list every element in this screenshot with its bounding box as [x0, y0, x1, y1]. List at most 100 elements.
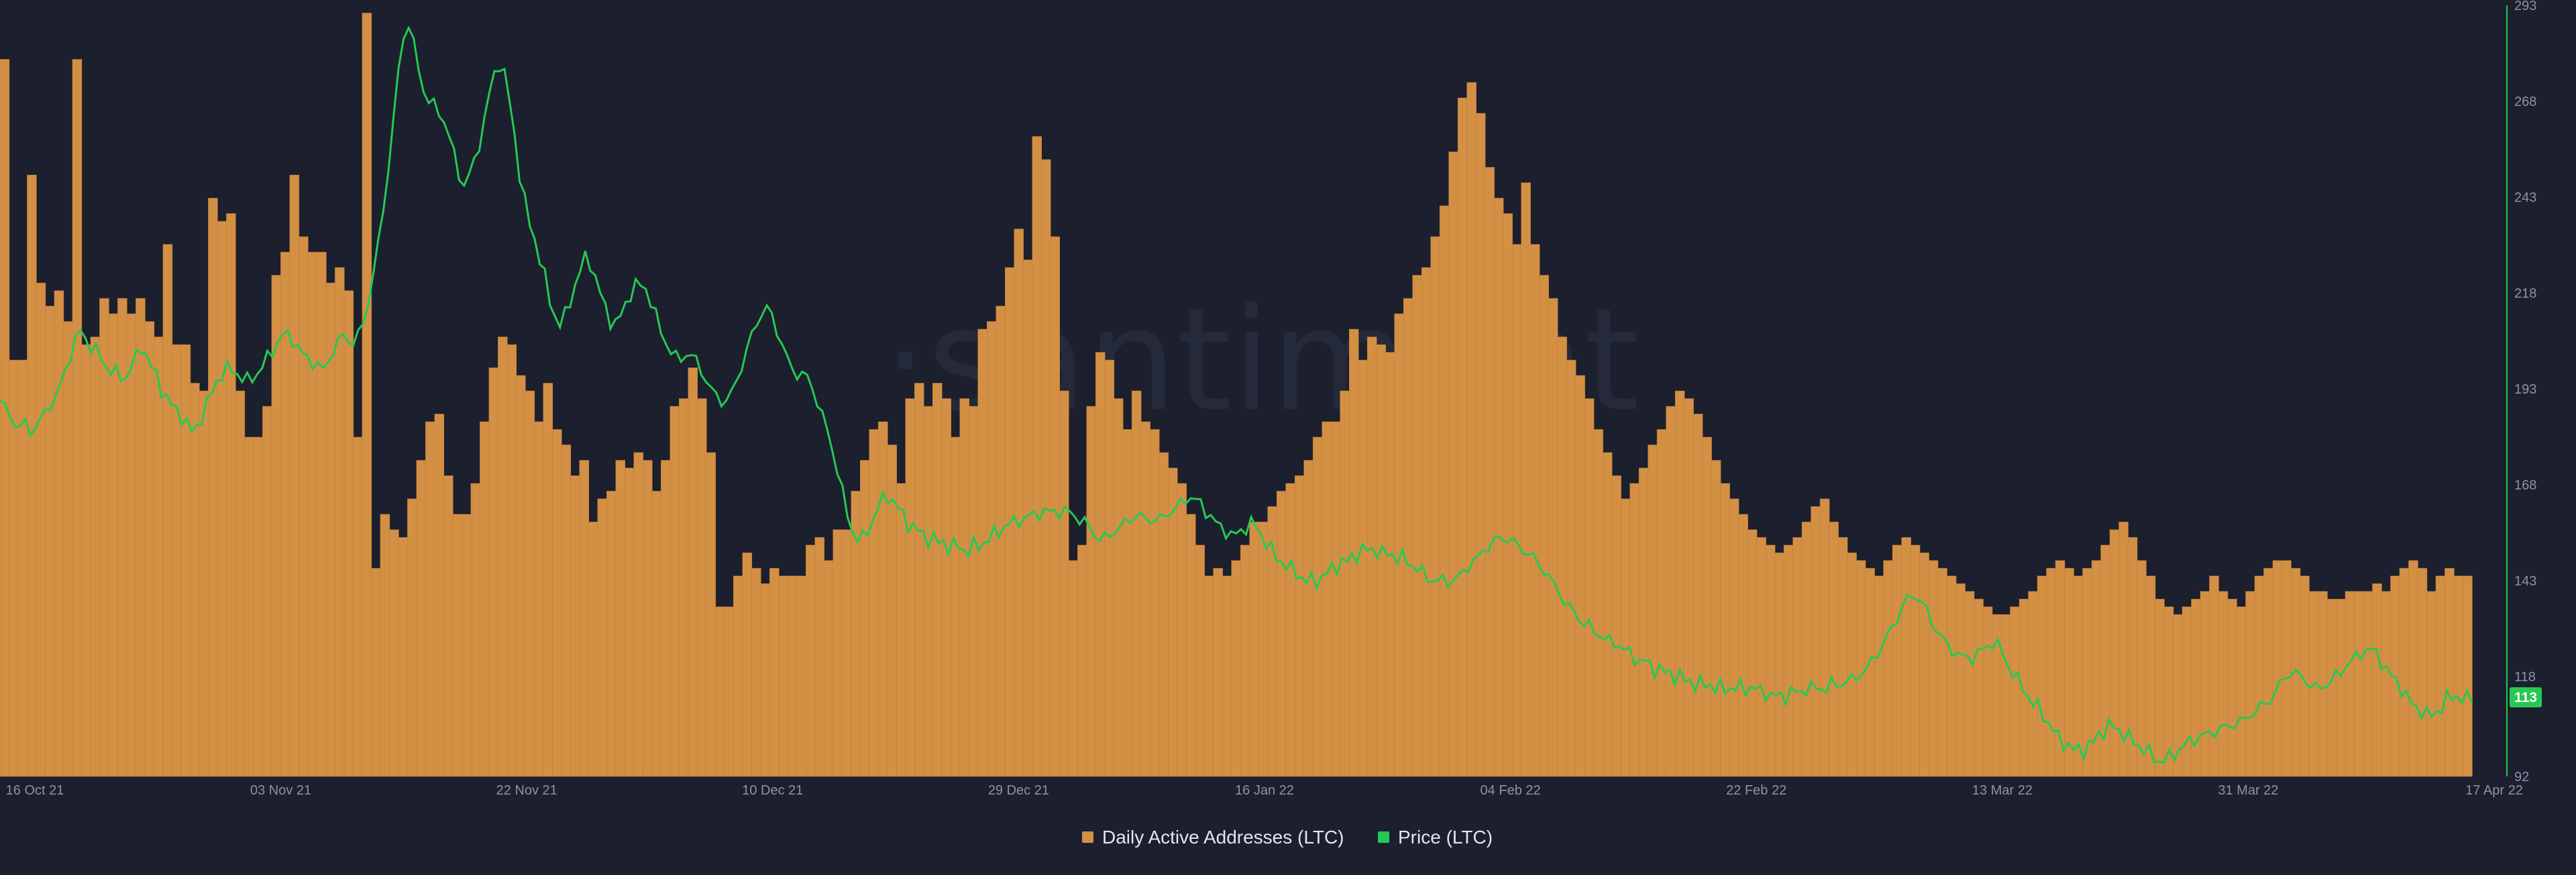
- x-axis-ticks: 16 Oct 21 03 Nov 21 22 Nov 21 10 Dec 21 29 D…: [6, 783, 2523, 798]
- bar: [1032, 136, 1042, 777]
- bar: [615, 460, 626, 777]
- bar: [1322, 421, 1332, 777]
- bar: [2091, 560, 2102, 777]
- bar: [2336, 599, 2346, 777]
- bar: [833, 529, 843, 777]
- bar: [199, 390, 209, 777]
- bar: [2046, 568, 2056, 777]
- bar: [2445, 568, 2455, 777]
- bar: [1439, 205, 1450, 777]
- price-axis-tick-label: 193: [2514, 382, 2536, 397]
- bar: [2037, 575, 2047, 777]
- bar: [2200, 591, 2210, 777]
- bar: [2100, 544, 2110, 777]
- bar: [651, 491, 662, 777]
- bar: [1213, 568, 1223, 777]
- bar: [561, 445, 572, 777]
- bar: [588, 522, 598, 777]
- bar: [959, 398, 970, 777]
- bar: [941, 398, 952, 777]
- bar: [1982, 606, 1993, 777]
- bar: [760, 583, 771, 777]
- bar: [2191, 599, 2201, 777]
- bar: [226, 213, 236, 777]
- bar: [1366, 337, 1377, 777]
- x-axis-tick-label: 03 Nov 21: [250, 783, 311, 798]
- bar: [679, 398, 689, 777]
- x-axis-tick-label: 17 Apr 22: [2465, 783, 2523, 798]
- bar: [1711, 460, 1721, 777]
- price-axis-tick-label: 92: [2514, 770, 2529, 784]
- bar: [2417, 568, 2428, 777]
- bar: [208, 198, 218, 777]
- bar: [778, 575, 789, 777]
- bar: [2381, 591, 2392, 777]
- bar: [1638, 467, 1649, 777]
- bar: [2155, 599, 2165, 777]
- bar: [1792, 537, 1803, 777]
- bar: [470, 483, 481, 777]
- bar: [1050, 236, 1060, 777]
- bar: [371, 568, 381, 777]
- bar: [1330, 421, 1341, 777]
- bar: [1340, 390, 1350, 777]
- bar: [217, 221, 227, 777]
- legend: Daily Active Addresses (LTC) Price (LTC): [1082, 827, 1493, 848]
- bar: [1774, 552, 1784, 777]
- bar: [2019, 599, 2029, 777]
- bar: [2209, 575, 2219, 777]
- bar: [480, 421, 490, 777]
- price-axis-tick-label: 218: [2514, 286, 2536, 301]
- bar: [1928, 560, 1939, 777]
- bar: [1937, 568, 1947, 777]
- bar: [190, 383, 200, 777]
- bar: [1992, 614, 2002, 777]
- bar: [525, 390, 535, 777]
- bar: [1059, 390, 1069, 777]
- bar: [1747, 529, 1758, 777]
- bar: [72, 59, 83, 777]
- bar: [1394, 313, 1404, 777]
- bar: [1095, 352, 1106, 777]
- bar: [289, 174, 300, 777]
- bar: [769, 568, 780, 777]
- bar: [1729, 498, 1739, 777]
- bar: [1503, 213, 1513, 777]
- bar: [1122, 429, 1132, 777]
- bar: [162, 244, 173, 777]
- x-axis-tick-label: 10 Dec 21: [742, 783, 803, 798]
- bar: [1856, 560, 1866, 777]
- bar: [1648, 445, 1658, 777]
- bar: [434, 414, 445, 777]
- bar: [2263, 568, 2273, 777]
- bar: [2345, 591, 2355, 777]
- bar: [1819, 498, 1830, 777]
- bar: [643, 460, 653, 777]
- bar: [389, 529, 399, 777]
- bar: [362, 13, 372, 777]
- bar: [1403, 298, 1413, 777]
- bar: [2272, 560, 2283, 777]
- bar: [669, 406, 680, 777]
- bar: [126, 313, 137, 777]
- bar: [108, 313, 119, 777]
- price-axis-ticks: 92 118 143 168 193 218 243 268 293: [2514, 0, 2536, 784]
- price-line-series: [0, 25, 2473, 764]
- bar: [498, 337, 508, 777]
- legend-label-active-addresses: Daily Active Addresses (LTC): [1102, 827, 1344, 848]
- bar: [380, 514, 390, 777]
- bar: [1602, 452, 1613, 777]
- bar: [2408, 560, 2418, 777]
- bar: [1493, 198, 1504, 777]
- price-axis-tick-label: 243: [2514, 190, 2536, 205]
- bar: [2000, 614, 2011, 777]
- bar: [1521, 182, 1531, 777]
- bar: [1485, 167, 1495, 777]
- bar: [307, 251, 318, 777]
- bar: [806, 544, 816, 777]
- bar: [63, 321, 73, 777]
- bar: [117, 298, 127, 777]
- bar: [2435, 575, 2446, 777]
- bar: [1177, 483, 1187, 777]
- bar: [534, 421, 544, 777]
